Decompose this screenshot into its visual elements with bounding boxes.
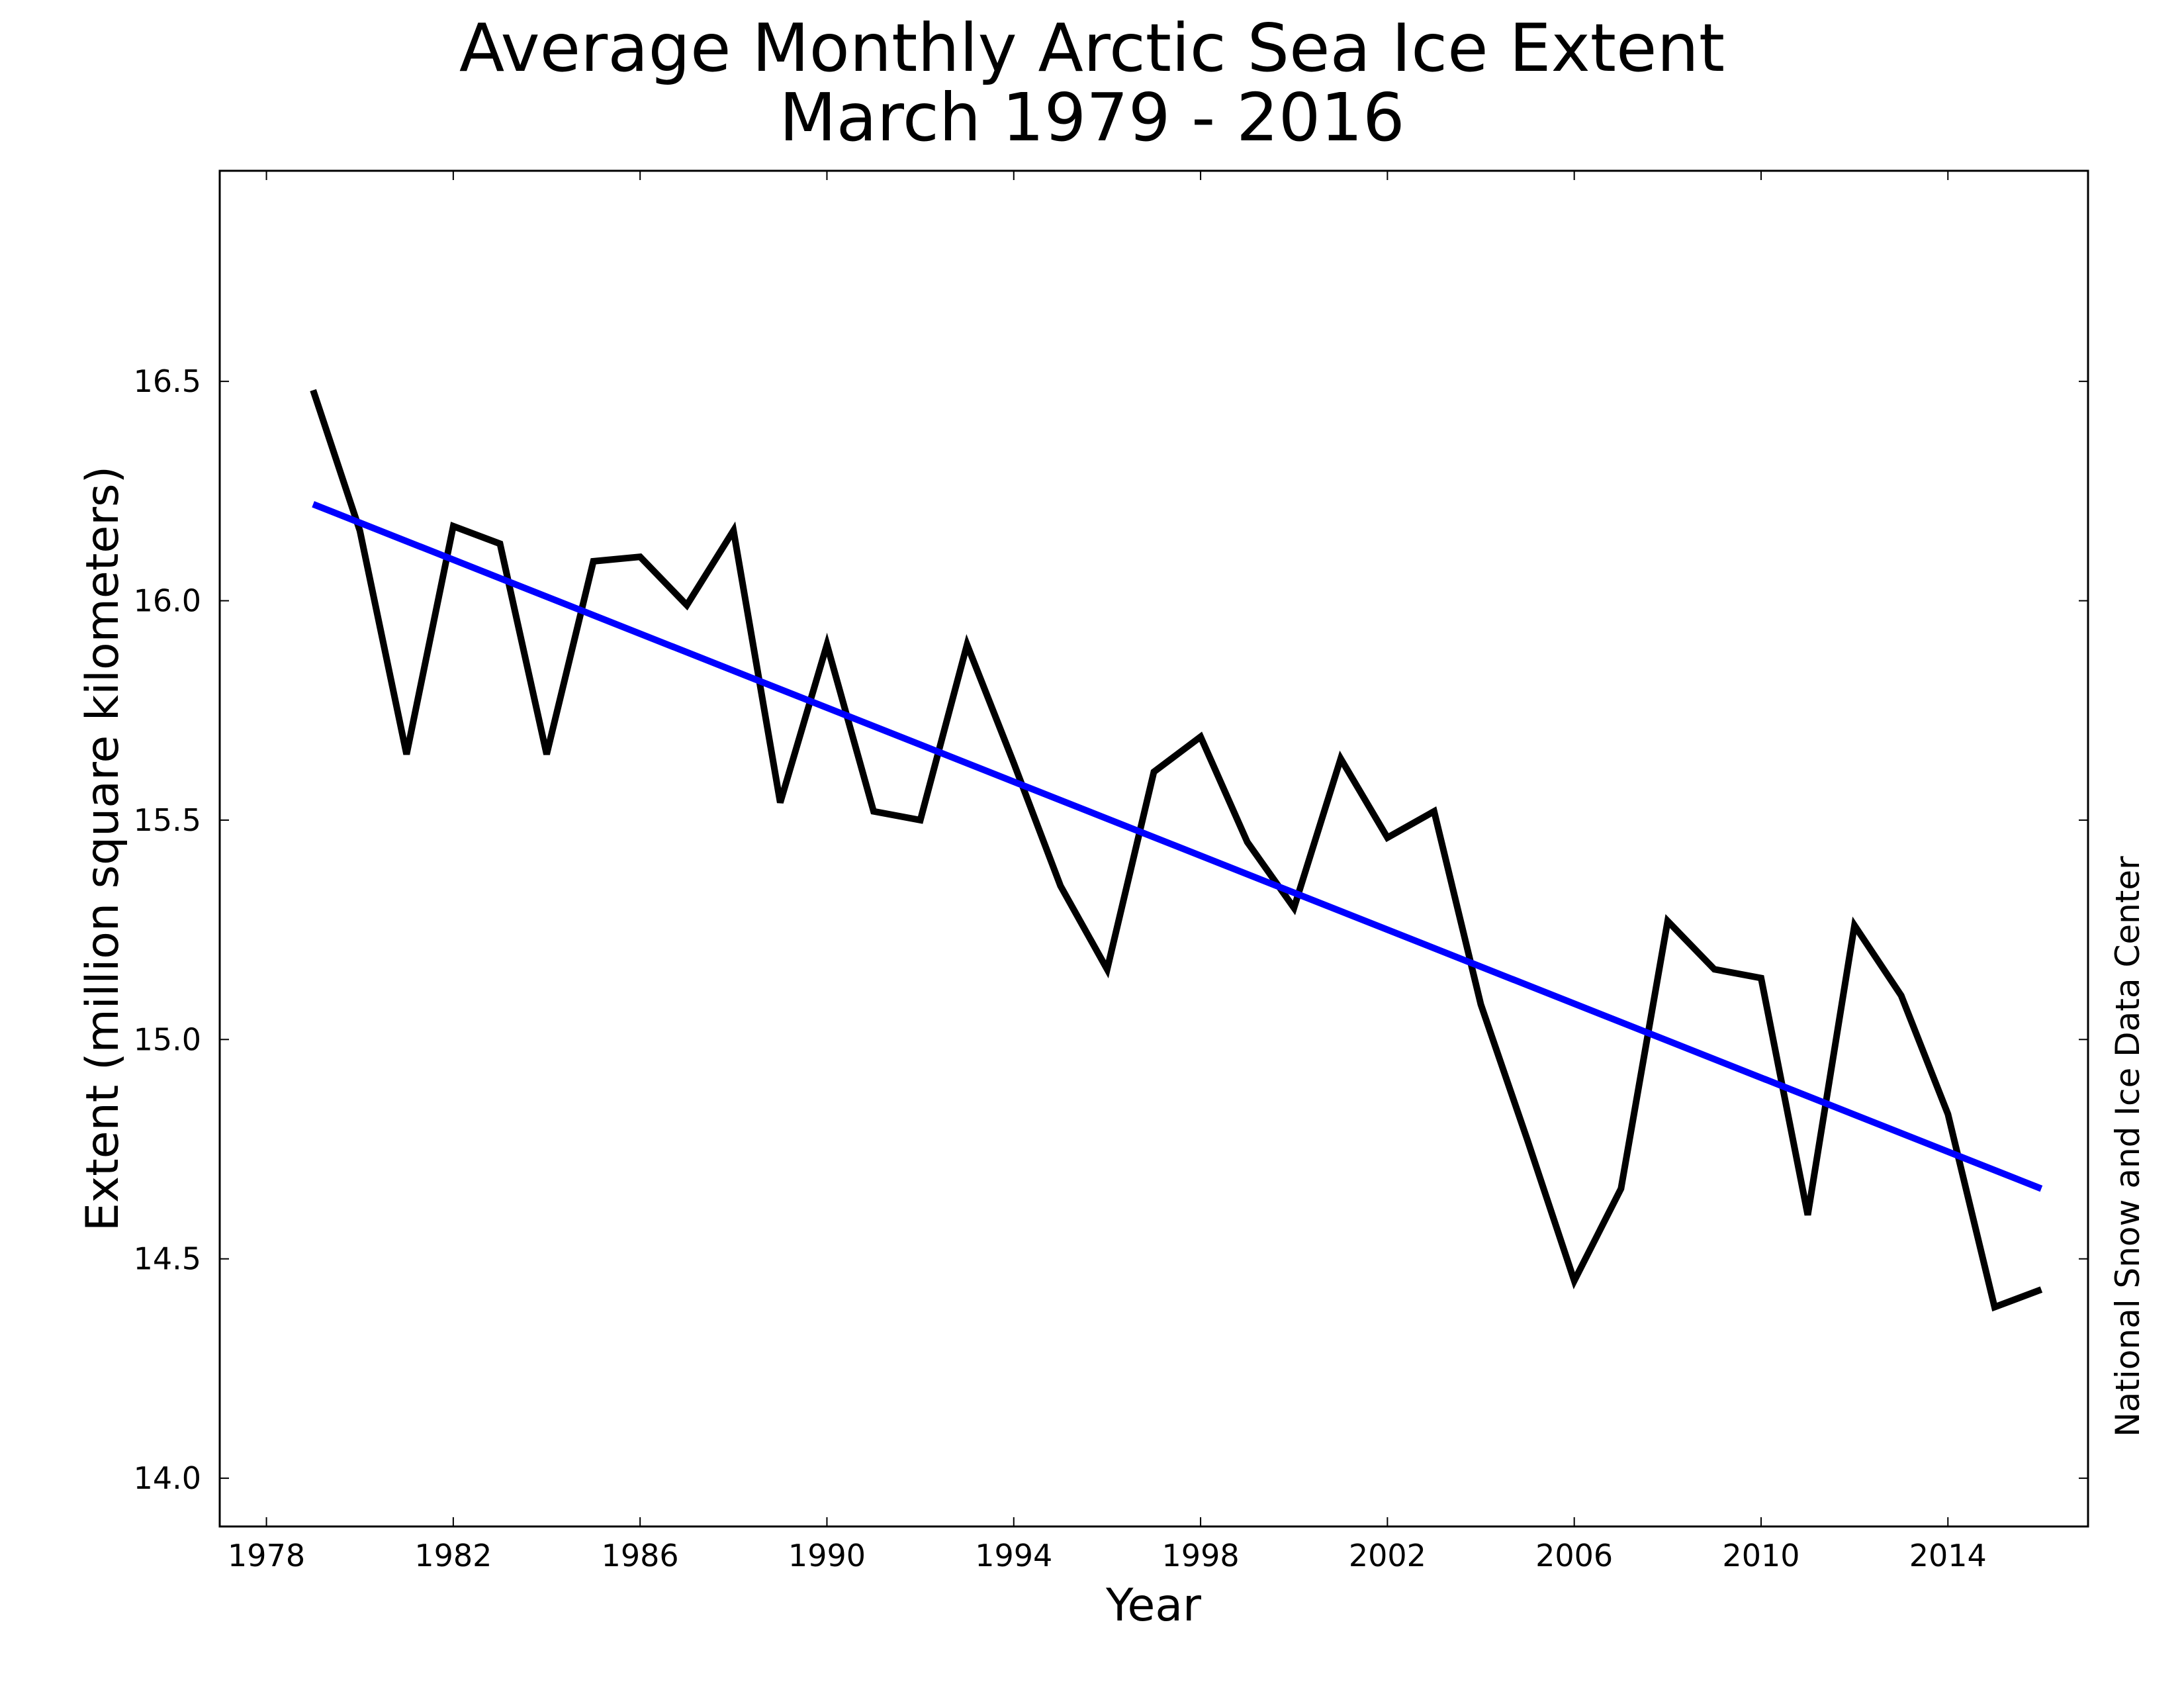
y-tick-label: 16.0 [134,583,201,619]
y-axis-label: Extent (million square kilometers) [77,466,129,1231]
x-tick-label: 1982 [414,1538,492,1573]
extent-series-line [310,389,2043,1312]
y-tick-label: 15.5 [134,802,201,838]
chart-title: Average Monthly Arctic Sea Ice Extent [459,9,1725,87]
x-tick-label: 1986 [602,1538,679,1573]
x-tick-label: 2002 [1349,1538,1426,1573]
data-series [310,389,2043,1312]
x-tick-label: 1990 [788,1538,866,1573]
x-tick-label: 1978 [228,1538,305,1573]
credit-label: National Snow and Ice Data Center [2109,856,2147,1437]
x-tick-label: 1994 [975,1538,1052,1573]
y-tick-label: 15.0 [134,1021,201,1057]
x-axis-label: Year [1105,1579,1201,1632]
x-tick-label: 2014 [1909,1538,1987,1573]
plot-area-frame [218,169,2089,1528]
chart-subtitle: March 1979 - 2016 [779,79,1404,156]
y-tick-label: 14.0 [134,1460,201,1496]
x-tick-label: 2010 [1722,1538,1799,1573]
x-tick-label: 1998 [1162,1538,1240,1573]
x-tick-label: 2006 [1535,1538,1613,1573]
y-tick-label: 16.5 [134,363,201,399]
y-tick-label: 14.5 [134,1241,201,1277]
axis-ticks: 1978 1982 1986 1990 1994 1998 2002 2006 2010 2014… [134,171,2088,1573]
trend-line [312,501,2043,1192]
